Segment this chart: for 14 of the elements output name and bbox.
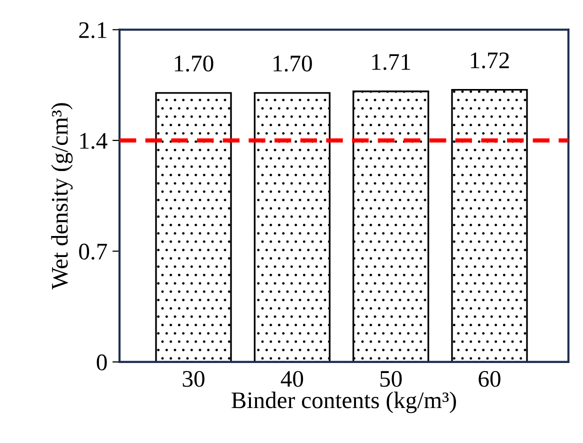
y-tick-label: 1.4 [80, 133, 108, 149]
x-tick-label: 40 [280, 370, 304, 387]
x-tick-label: 30 [182, 370, 204, 387]
data-label: 1.70 [174, 56, 214, 72]
y-tick-label: 2.1 [79, 22, 106, 38]
data-label: 1.72 [470, 52, 509, 68]
y-tick-label: 0 [96, 354, 107, 370]
x-tick-label: 60 [478, 370, 500, 387]
y-axis-title: Wet density (g/cm³) [51, 103, 73, 290]
y-tick-label: 0.7 [79, 244, 108, 260]
data-label: 1.71 [372, 54, 410, 70]
data-label: 1.70 [274, 56, 312, 72]
x-tick-label: 50 [380, 370, 402, 387]
x-axis-title: Binder contents (kg/m³) [232, 392, 456, 414]
